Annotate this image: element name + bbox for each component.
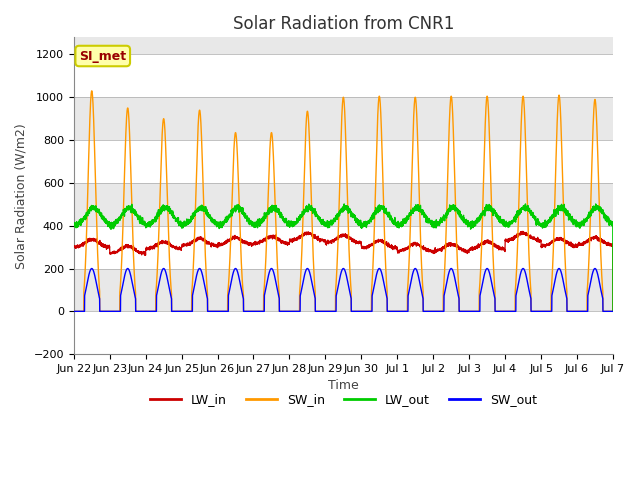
Line: LW_in: LW_in bbox=[74, 231, 613, 312]
Line: SW_in: SW_in bbox=[74, 91, 613, 312]
Line: SW_out: SW_out bbox=[74, 268, 613, 312]
Bar bbox=[74, 226, 613, 268]
SW_in bbox=[88, 88, 95, 94]
SW_out bbox=[88, 265, 95, 271]
SW_in bbox=[609, 309, 616, 314]
Legend: LW_in, SW_in, LW_out, SW_out: LW_in, SW_in, LW_out, SW_out bbox=[145, 388, 542, 411]
SW_in bbox=[464, 309, 472, 314]
SW_out bbox=[464, 309, 472, 314]
LW_in bbox=[609, 309, 617, 314]
LW_out bbox=[70, 223, 77, 228]
SW_out bbox=[435, 309, 442, 314]
X-axis label: Time: Time bbox=[328, 379, 359, 393]
LW_out bbox=[167, 209, 175, 215]
SW_out bbox=[323, 309, 331, 314]
LW_out bbox=[464, 218, 472, 224]
SW_in bbox=[435, 309, 442, 314]
Bar bbox=[74, 140, 613, 183]
LW_in bbox=[323, 240, 331, 246]
LW_in bbox=[518, 228, 526, 234]
Title: Solar Radiation from CNR1: Solar Radiation from CNR1 bbox=[233, 15, 454, 33]
Bar bbox=[74, 54, 613, 97]
SW_in bbox=[495, 309, 502, 314]
LW_in bbox=[435, 246, 442, 252]
Text: SI_met: SI_met bbox=[79, 49, 126, 62]
SW_out bbox=[609, 309, 616, 314]
LW_out bbox=[435, 222, 442, 228]
LW_out bbox=[323, 224, 331, 229]
LW_out bbox=[340, 201, 348, 207]
SW_out bbox=[167, 293, 175, 299]
LW_out bbox=[609, 219, 616, 225]
SW_in bbox=[70, 309, 77, 314]
SW_in bbox=[609, 309, 617, 314]
LW_out bbox=[609, 309, 617, 314]
SW_out bbox=[609, 309, 617, 314]
LW_in bbox=[70, 244, 77, 250]
SW_in bbox=[167, 282, 175, 288]
SW_out bbox=[495, 309, 502, 314]
LW_in bbox=[609, 242, 616, 248]
LW_out bbox=[495, 216, 502, 221]
LW_in bbox=[464, 247, 472, 253]
Line: LW_out: LW_out bbox=[74, 204, 613, 312]
SW_in bbox=[323, 309, 331, 314]
Y-axis label: Solar Radiation (W/m2): Solar Radiation (W/m2) bbox=[15, 123, 28, 269]
SW_out bbox=[70, 309, 77, 314]
Bar bbox=[74, 312, 613, 354]
LW_in bbox=[167, 243, 175, 249]
LW_in bbox=[495, 245, 502, 251]
